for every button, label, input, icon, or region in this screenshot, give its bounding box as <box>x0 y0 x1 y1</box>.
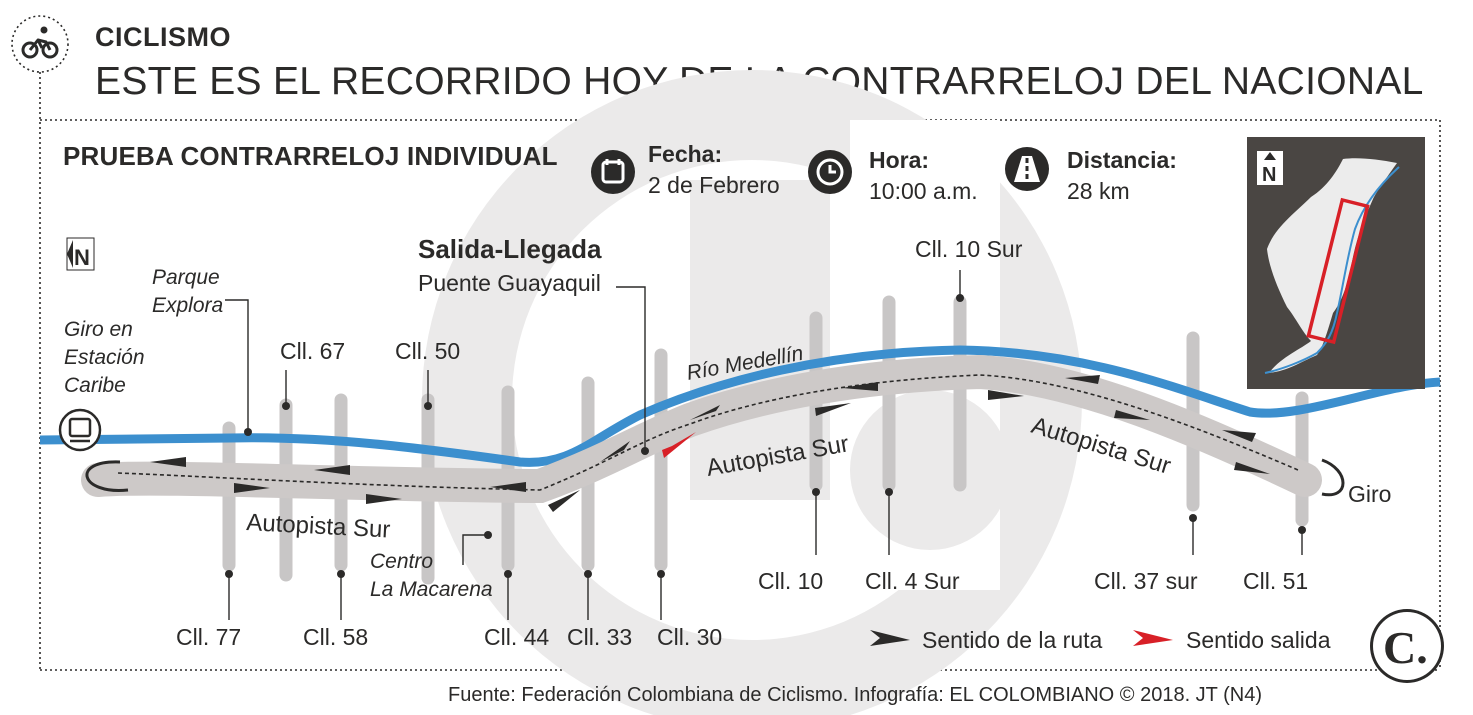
train-station-icon <box>58 408 102 452</box>
place-parque-explora-line2: Explora <box>152 294 224 317</box>
river-line <box>39 345 1441 467</box>
inset-river <box>1264 166 1400 374</box>
street-label-cll58: Cll. 58 <box>303 624 369 650</box>
legend-route-direction: Sentido de la ruta <box>922 627 1103 653</box>
turn-north-line3: Caribe <box>64 374 126 397</box>
logo-letter: C. <box>1383 622 1428 673</box>
north-label: N <box>74 245 90 270</box>
route-arrow <box>548 490 580 512</box>
street-label-cll50: Cll. 50 <box>395 338 461 364</box>
source-credit: Fuente: Federación Colombiana de Ciclism… <box>448 684 1262 706</box>
legend-route-arrow-icon <box>870 630 910 646</box>
start-arrow <box>662 432 696 458</box>
date-value: 2 de Febrero <box>648 172 780 198</box>
legend-start-arrow-icon <box>1133 630 1173 646</box>
inset-north-label: N <box>1262 164 1276 186</box>
route-arrow <box>366 494 402 504</box>
street-label-cll10: Cll. 10 <box>758 568 824 594</box>
route-arrow <box>1114 410 1150 420</box>
route-arrow <box>842 382 878 391</box>
route-arrow <box>1065 375 1100 384</box>
inset-locator-map: N <box>1247 137 1425 389</box>
road-icon <box>1005 147 1049 191</box>
time-label: Hora: <box>869 147 930 173</box>
route-arrow <box>600 441 630 462</box>
place-centro-line2: La Macarena <box>370 578 493 601</box>
street-label-cll77: Cll. 77 <box>176 624 242 650</box>
route-arrow <box>490 482 526 492</box>
label-dots <box>225 294 1306 578</box>
inset-route-box <box>1306 197 1370 345</box>
route-arrow <box>314 465 350 475</box>
road-label-north: Autopista Sur <box>246 509 391 544</box>
place-centro-line1: Centro <box>370 550 434 573</box>
street-label-cll44: Cll. 44 <box>484 624 550 650</box>
section-label: CICLISMO <box>95 22 231 52</box>
time-value: 10:00 a.m. <box>869 178 978 204</box>
start-finish-label: Salida-Llegada <box>418 234 602 264</box>
street-label-cll33: Cll. 33 <box>567 624 633 650</box>
route-arrow <box>815 403 851 416</box>
turn-loop-north <box>85 460 129 492</box>
street-label-cll67: Cll. 67 <box>280 338 346 364</box>
place-parque-explora-line1: Parque <box>152 266 220 289</box>
route-arrows <box>150 375 1270 512</box>
route-arrow <box>234 483 270 493</box>
legend-start-direction: Sentido salida <box>1186 627 1331 653</box>
cycling-icon <box>11 15 69 73</box>
street-label-cll4sur: Cll. 4 Sur <box>865 568 960 594</box>
street-label-cll10sur: Cll. 10 Sur <box>915 236 1023 262</box>
street-label-cll51: Cll. 51 <box>1243 568 1309 594</box>
route-centerline <box>117 374 1299 491</box>
route-arrow <box>150 457 186 467</box>
distance-label: Distancia: <box>1067 147 1177 173</box>
turn-loop-south <box>1321 458 1345 497</box>
start-finish-place: Puente Guayaquil <box>418 270 601 296</box>
street-label-cll30: Cll. 30 <box>657 624 723 650</box>
calendar-icon <box>591 150 635 194</box>
north-arrow-icon <box>66 237 95 271</box>
turn-south-label: Giro <box>1348 481 1392 507</box>
clock-icon <box>808 150 852 194</box>
turn-north-line2: Estación <box>64 346 145 369</box>
turn-north-line1: Giro en <box>64 318 133 341</box>
date-label: Fecha: <box>648 141 723 167</box>
inset-north-arrow-icon <box>1264 152 1276 160</box>
route-arrow <box>1234 462 1270 474</box>
distance-value: 28 km <box>1067 178 1130 204</box>
label-leaders <box>225 270 1303 620</box>
route-arrow <box>988 390 1024 400</box>
route-arrow <box>1222 430 1256 442</box>
route-arrow <box>690 405 720 420</box>
el-colombiano-logo: C. <box>1370 609 1444 683</box>
event-title: PRUEBA CONTRARRELOJ INDIVIDUAL <box>63 141 558 171</box>
street-label-cll37sur: Cll. 37 sur <box>1094 568 1198 594</box>
